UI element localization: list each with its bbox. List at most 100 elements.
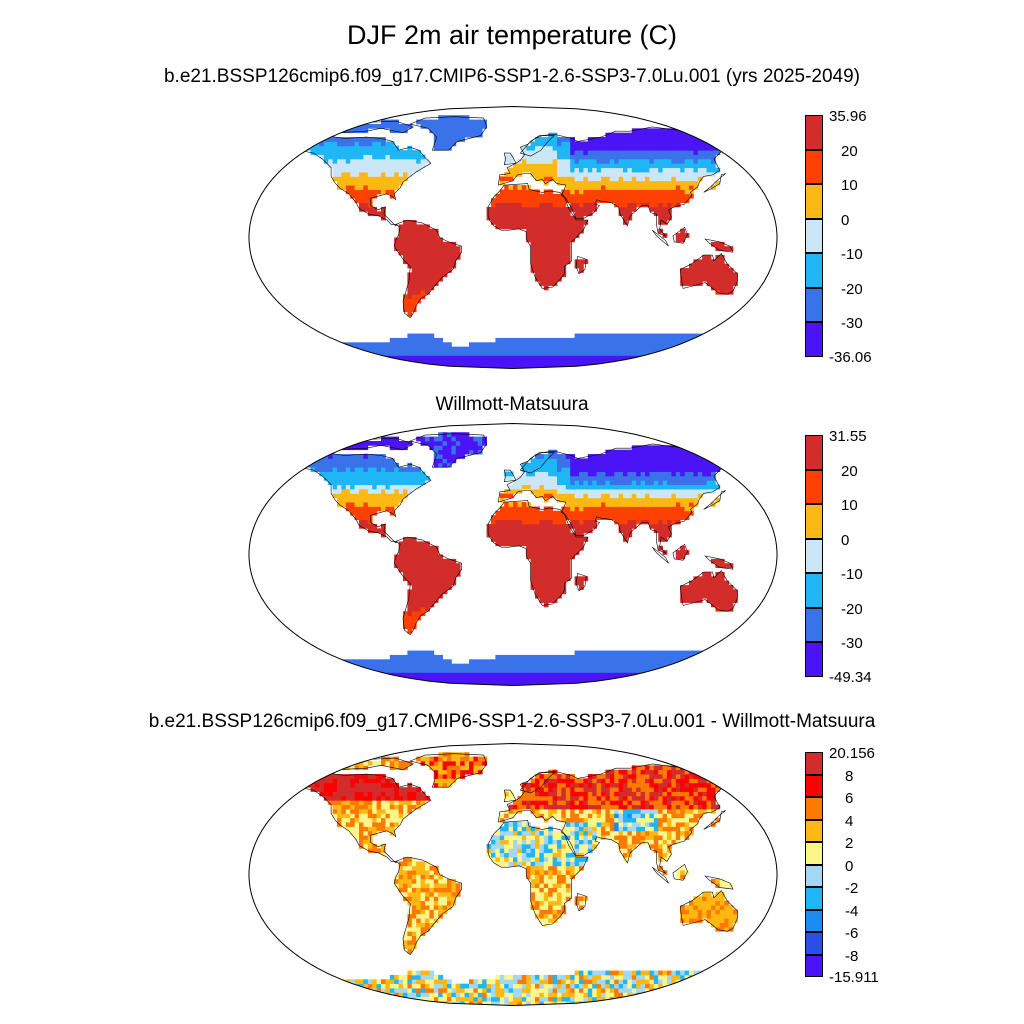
- grid-cell: [719, 676, 725, 682]
- grid-cell: [337, 145, 342, 151]
- grid-cell: [631, 172, 637, 177]
- grid-cell: [403, 493, 408, 499]
- grid-cell: [416, 337, 421, 343]
- grid-cell: [323, 346, 329, 352]
- grid-cell: [557, 158, 562, 164]
- grid-cell: [429, 571, 435, 577]
- grid-cell: [293, 141, 298, 147]
- grid-cell: [653, 333, 659, 339]
- grid-cell: [381, 342, 386, 348]
- grid-cell: [658, 132, 663, 138]
- grid-cell: [636, 180, 641, 186]
- grid-cell: [689, 475, 694, 481]
- grid-cell: [451, 254, 457, 260]
- grid-cell: [350, 676, 355, 682]
- grid-cell: [574, 458, 580, 464]
- grid-cell: [517, 220, 523, 225]
- grid-cell: [508, 176, 514, 182]
- grid-cell: [557, 237, 562, 243]
- grid-cell: [495, 510, 501, 516]
- grid-cell: [411, 598, 417, 603]
- grid-cell: [649, 150, 655, 155]
- grid-cell: [565, 176, 571, 182]
- grid-cell: [433, 228, 439, 234]
- grid-cell: [614, 145, 619, 151]
- grid-cell: [279, 668, 285, 673]
- grid-cell: [491, 523, 496, 529]
- grid-cell: [539, 237, 545, 243]
- grid-cell: [249, 364, 254, 369]
- grid-cell: [693, 276, 699, 282]
- grid-cell: [411, 681, 417, 686]
- grid-cell: [376, 676, 382, 682]
- grid-cell: [543, 206, 549, 212]
- grid-cell: [543, 576, 549, 582]
- grid-cell: [719, 602, 725, 608]
- grid-cell: [332, 489, 338, 494]
- grid-cell: [403, 158, 408, 164]
- grid-cell: [539, 172, 545, 177]
- grid-cell: [653, 342, 659, 348]
- grid-cell: [284, 467, 289, 472]
- grid-cell: [420, 663, 426, 669]
- grid-cell: [592, 650, 597, 656]
- grid-cell: [715, 285, 721, 291]
- grid-cell: [535, 206, 540, 212]
- grid-cell: [469, 672, 474, 678]
- grid-cell: [636, 189, 641, 195]
- grid-cell: [328, 163, 333, 169]
- grid-cell: [587, 176, 593, 182]
- grid-cell: [702, 172, 707, 177]
- grid-cell: [513, 484, 518, 490]
- grid-cell: [425, 550, 430, 555]
- grid-cell: [420, 254, 426, 260]
- grid-cell: [675, 180, 681, 186]
- grid-cell: [667, 137, 672, 142]
- grid-cell: [275, 150, 281, 155]
- grid-cell: [689, 668, 694, 673]
- grid-cell: [433, 672, 439, 678]
- grid-cell: [697, 493, 703, 499]
- grid-cell: [548, 342, 553, 348]
- grid-cell: [477, 342, 483, 348]
- grid-cell: [447, 128, 452, 134]
- grid-cell: [605, 137, 611, 142]
- grid-cell: [332, 364, 338, 369]
- grid-cell: [535, 484, 540, 490]
- grid-cell: [689, 676, 694, 682]
- grid-cell: [279, 132, 285, 138]
- grid-cell: [508, 663, 514, 669]
- grid-cell: [394, 359, 399, 365]
- grid-cell: [288, 132, 294, 138]
- grid-cell: [574, 519, 580, 525]
- grid-cell: [645, 198, 650, 203]
- grid-cell: [257, 681, 263, 686]
- grid-cell: [411, 268, 417, 273]
- grid-cell: [482, 676, 487, 682]
- grid-cell: [662, 493, 668, 499]
- grid-cell: [310, 355, 316, 361]
- grid-cell: [451, 676, 457, 682]
- grid-cell: [398, 484, 404, 490]
- grid-cell: [275, 676, 281, 682]
- grid-cell: [420, 246, 426, 251]
- grid-cell: [574, 337, 580, 343]
- grid-cell: [671, 333, 677, 339]
- grid-cell: [627, 355, 633, 361]
- grid-cell: [253, 342, 259, 348]
- grid-cell: [618, 454, 624, 459]
- grid-cell: [301, 355, 307, 361]
- grid-cell: [649, 154, 655, 160]
- grid-cell: [693, 176, 699, 182]
- grid-cell: [508, 202, 514, 208]
- grid-cell: [693, 364, 699, 369]
- grid-cell: [293, 137, 298, 142]
- grid-cell: [557, 676, 562, 682]
- grid-cell: [464, 668, 470, 673]
- grid-cell: [684, 515, 690, 520]
- grid-cell: [697, 489, 703, 494]
- grid-cell: [631, 681, 637, 686]
- grid-cell: [579, 176, 584, 182]
- grid-cell: [557, 176, 562, 182]
- grid-cell: [385, 150, 391, 155]
